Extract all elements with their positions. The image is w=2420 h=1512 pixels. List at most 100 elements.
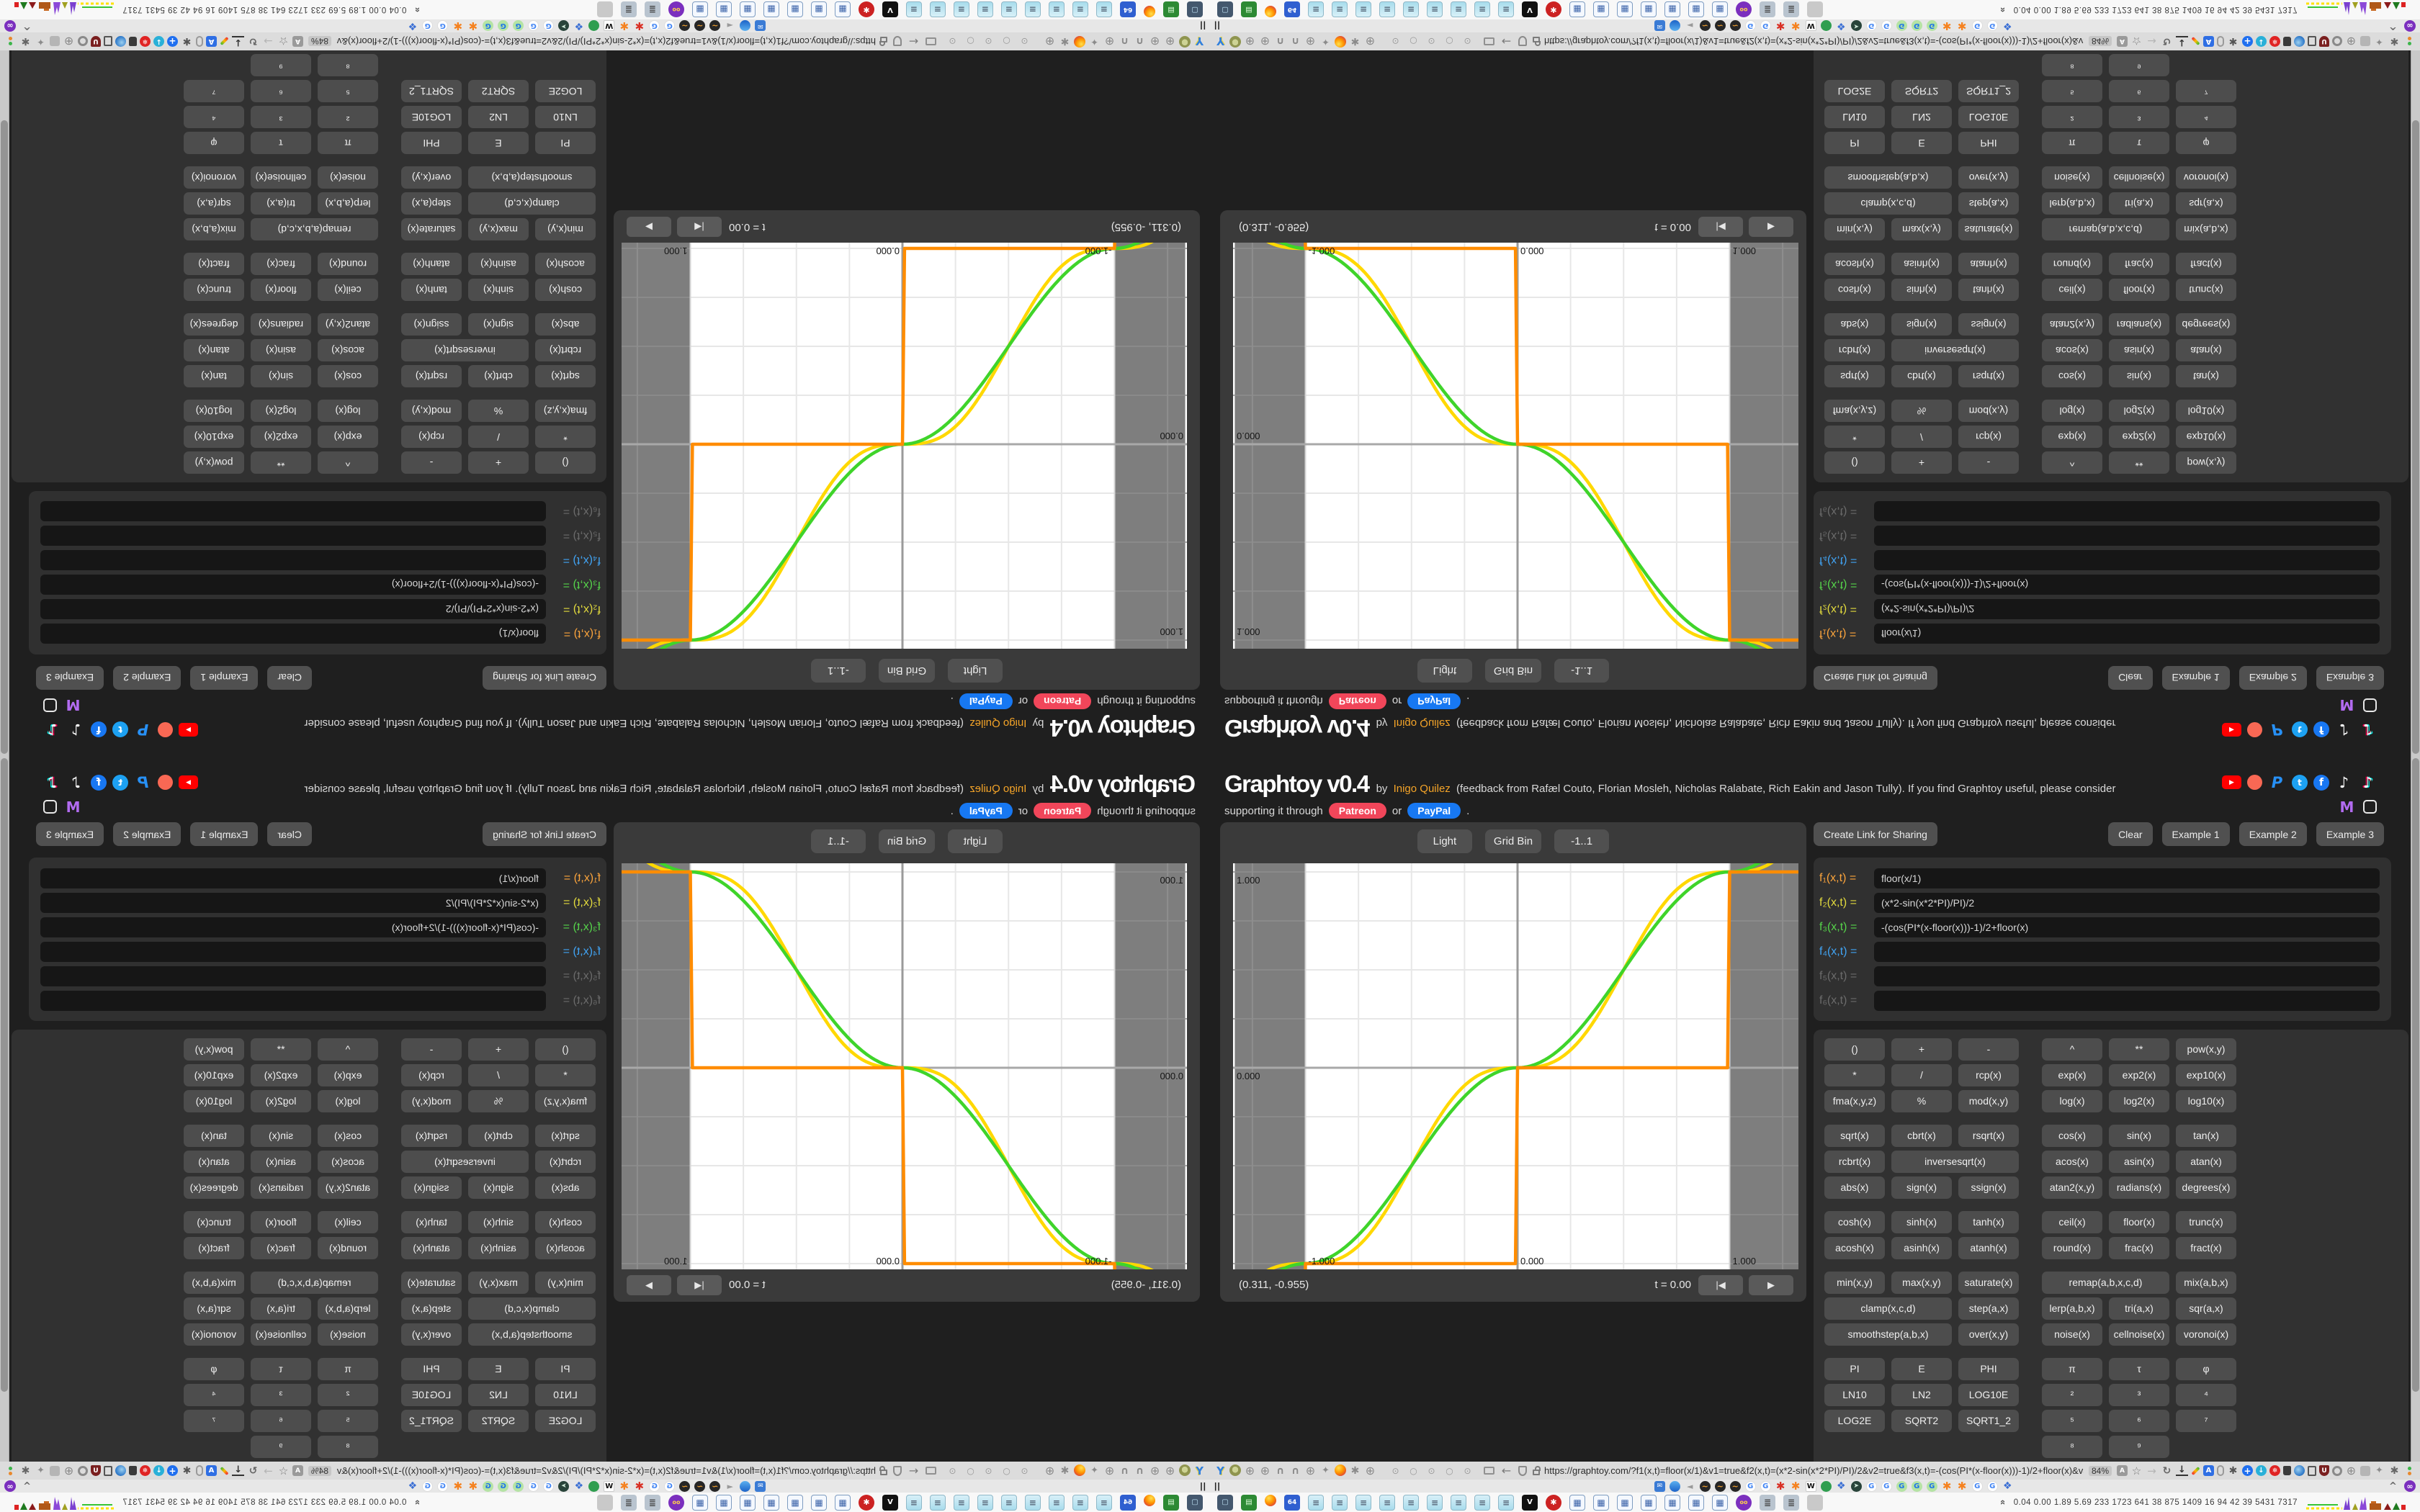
fn-button-exp(x)[interactable]: exp(x): [318, 1064, 378, 1086]
paypal-button[interactable]: PayPal: [959, 803, 1013, 819]
formula-label-f4[interactable]: f₄(x,t) =: [1819, 554, 1857, 567]
fn-button-^[interactable]: ^: [318, 1038, 378, 1061]
notepad-icon[interactable]: ≡: [1096, 1494, 1112, 1511]
fn-button-mod(x,y)[interactable]: mod(x,y): [401, 400, 462, 422]
fn-button-³[interactable]: ³: [251, 106, 311, 128]
formula-input-f5[interactable]: [40, 966, 546, 986]
dot-circle-icon[interactable]: ⊙: [949, 36, 956, 47]
fn-button-sqrt(x)[interactable]: sqrt(x): [535, 1125, 596, 1147]
formula-input-f6[interactable]: [1874, 991, 2380, 1011]
compass-icon[interactable]: ➤: [558, 20, 570, 32]
wikipedia-icon[interactable]: W: [1805, 20, 1816, 32]
fn-button-tri(a,x)[interactable]: tri(a,x): [2109, 192, 2169, 215]
fn-button-τ[interactable]: τ: [2109, 132, 2169, 154]
formula-input-f3[interactable]: -(cos(PI*(x-floor(x)))-1)/2+floor(x): [1874, 917, 2380, 937]
formula-input-f1[interactable]: floor(x/1): [40, 624, 546, 644]
pushdown-shield-icon[interactable]: ↓: [2256, 36, 2267, 47]
fn-button-tanh(x)[interactable]: tanh(x): [401, 1211, 462, 1233]
script-icon[interactable]: ≣: [645, 1494, 660, 1511]
fn-button-asin(x)[interactable]: asin(x): [2109, 1151, 2169, 1173]
fn-button-**[interactable]: **: [2109, 1038, 2169, 1061]
formula-label-f2[interactable]: f₂(x,t) =: [563, 603, 601, 616]
floppy64-icon[interactable]: 64: [1120, 1494, 1136, 1511]
fn-button-cosh(x)[interactable]: cosh(x): [1824, 279, 1885, 301]
fn-button-cos(x)[interactable]: cos(x): [318, 365, 378, 387]
formula-label-f4[interactable]: f₄(x,t) =: [563, 554, 601, 567]
fn-button-**[interactable]: **: [251, 1038, 311, 1061]
circle-icon[interactable]: ○: [967, 1465, 974, 1476]
calculator-icon[interactable]: ▦: [1617, 1494, 1633, 1511]
cube-icon[interactable]: ❖: [574, 20, 584, 32]
gear-dark-icon[interactable]: ✱: [2228, 1464, 2238, 1477]
reload-icon[interactable]: ↻: [248, 35, 258, 48]
notepad-icon[interactable]: ≡: [1072, 1494, 1088, 1511]
fn-button-remap(a,b,x,c,d)[interactable]: remap(a,b,x,c,d): [2042, 218, 2169, 240]
restart-time-button[interactable]: |◀: [1698, 1275, 1743, 1295]
fn-button-voronoi(x)[interactable]: voronoi(x): [2176, 166, 2236, 189]
download-icon[interactable]: ↓: [2176, 1464, 2188, 1476]
formula-label-f2[interactable]: f₂(x,t) =: [1819, 896, 1857, 909]
google-icon[interactable]: G: [649, 20, 660, 32]
fn-button-sqr(a,x)[interactable]: sqr(a,x): [2176, 192, 2236, 215]
gear-red-icon[interactable]: ✱: [1775, 19, 1785, 32]
menu-dots-icon[interactable]: [2403, 35, 2416, 48]
calculator-icon[interactable]: ▦: [1688, 1494, 1704, 1511]
fn-button-asin(x)[interactable]: asin(x): [251, 1151, 311, 1173]
google-green-icon[interactable]: G: [1926, 1480, 1937, 1492]
globe-grid-icon[interactable]: ⊕: [63, 35, 74, 48]
fn-button-cosh(x)[interactable]: cosh(x): [535, 279, 596, 301]
circle-icon[interactable]: ○: [967, 36, 974, 47]
fn-button-³[interactable]: ³: [251, 1384, 311, 1406]
calculator-icon[interactable]: ▦: [740, 1, 756, 18]
fn-button-noise(x)[interactable]: noise(x): [318, 166, 378, 189]
google-icon[interactable]: G: [1881, 1480, 1892, 1492]
star-icon[interactable]: ☆: [278, 35, 289, 48]
fn-button-acos(x)[interactable]: acos(x): [318, 1151, 378, 1173]
dot-circle-icon[interactable]: ⊙: [1428, 1465, 1435, 1476]
download-icon[interactable]: ↓: [2176, 36, 2188, 48]
circle-icon[interactable]: ○: [1410, 1465, 1417, 1476]
red-badge-icon[interactable]: ✱: [859, 1494, 874, 1511]
waveform-icon[interactable]: ~: [694, 20, 706, 32]
fn-button-noise(x)[interactable]: noise(x): [2042, 1323, 2102, 1346]
mastodon-icon[interactable]: M: [66, 696, 81, 714]
formula-input-f1[interactable]: floor(x/1): [40, 868, 546, 888]
notepad-icon[interactable]: ≡: [1379, 1, 1395, 18]
fn-button-LN10[interactable]: LN10: [1824, 1384, 1885, 1406]
theme-button[interactable]: Light: [1417, 829, 1472, 853]
fn-button-atan(x)[interactable]: atan(x): [184, 339, 244, 361]
globe-color-icon[interactable]: [2294, 36, 2305, 47]
graph-canvas[interactable]: 1.000 0.000 -1.000 0.000 1.000: [622, 863, 1187, 1269]
fn-button-acosh(x)[interactable]: acosh(x): [535, 1237, 596, 1259]
fn-button-*[interactable]: *: [535, 1064, 596, 1086]
google-icon[interactable]: G: [1986, 1480, 1998, 1492]
back-arrow-icon[interactable]: ←: [1501, 1464, 1512, 1477]
translate-icon[interactable]: A: [2203, 36, 2214, 47]
formula-input-f6[interactable]: [1874, 501, 2380, 521]
lock-icon[interactable]: [1533, 1466, 1541, 1475]
formula-label-f6[interactable]: f₆(x,t) =: [563, 994, 601, 1007]
fn-button-log10(x)[interactable]: log10(x): [184, 1090, 244, 1112]
hand-icon[interactable]: [1807, 1, 1823, 18]
fn-button-round(x)[interactable]: round(x): [2042, 253, 2102, 275]
author-link[interactable]: Inigo Quilez: [969, 717, 1027, 729]
fn-button-+[interactable]: +: [1891, 451, 1952, 474]
example-1-button[interactable]: Example 1: [2161, 822, 2230, 846]
gear-orange-icon[interactable]: ✱: [468, 19, 478, 32]
fn-button-trunc(x)[interactable]: trunc(x): [2176, 279, 2236, 301]
fn-button-rcbrt(x)[interactable]: rcbrt(x): [1824, 339, 1885, 361]
paypal-icon[interactable]: P: [137, 773, 149, 791]
headset-icon[interactable]: ∩: [1120, 35, 1129, 48]
fn-button-floor(x)[interactable]: floor(x): [251, 279, 311, 301]
privacy-shield-icon[interactable]: [78, 1465, 88, 1476]
red-badge-icon[interactable]: ✱: [859, 1, 874, 18]
fn-button-LOG10E[interactable]: LOG10E: [1958, 106, 2019, 128]
fn-button-LOG10E[interactable]: LOG10E: [1958, 1384, 2019, 1406]
play-pause-button[interactable]: ▶: [1749, 1275, 1793, 1295]
fn-button-acos(x)[interactable]: acos(x): [2042, 1151, 2102, 1173]
fn-button-exp2(x)[interactable]: exp2(x): [251, 1064, 311, 1086]
tiktok-light-icon[interactable]: ♪: [71, 773, 81, 791]
fn-button-%[interactable]: %: [468, 400, 529, 422]
fn-button-abs(x)[interactable]: abs(x): [535, 313, 596, 336]
mouse-icon[interactable]: [2217, 1465, 2224, 1476]
